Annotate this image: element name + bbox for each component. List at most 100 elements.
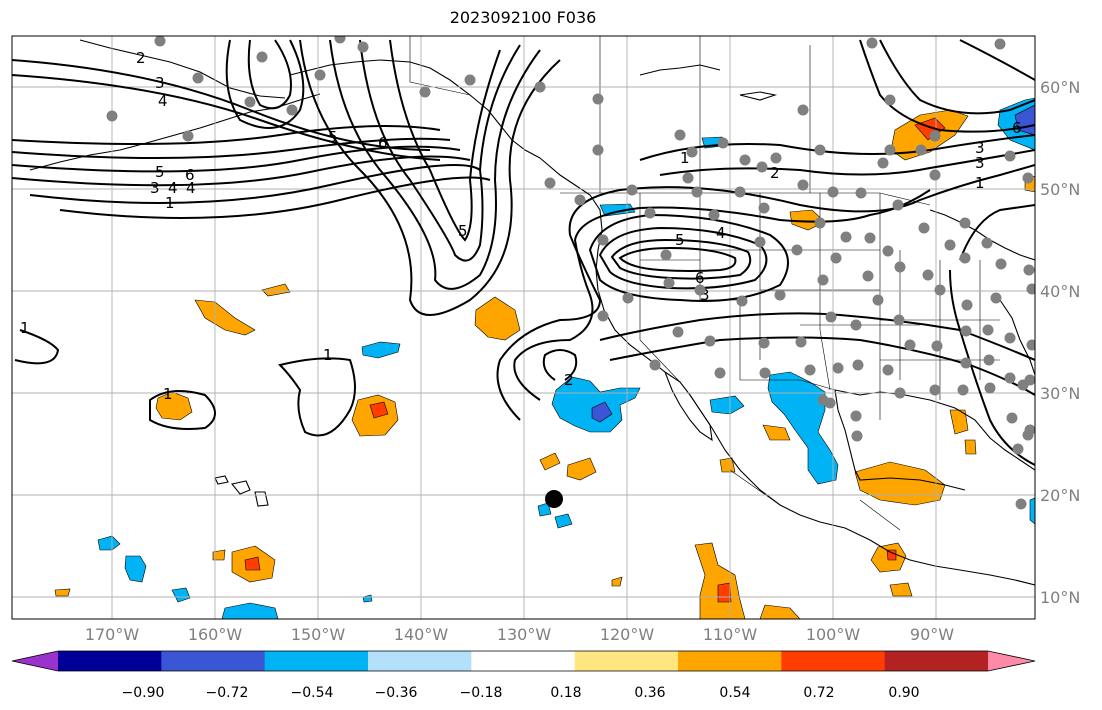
colorbar-tick-label: −0.90 — [122, 685, 165, 701]
station-dot — [686, 146, 698, 158]
colorbar-segment — [781, 651, 886, 671]
station-dot — [959, 217, 971, 229]
station-dot — [622, 292, 634, 304]
station-dot — [314, 69, 326, 81]
map-title: 2023092100 F036 — [449, 8, 597, 27]
colorbar-segment — [368, 651, 472, 671]
station-dot — [758, 337, 770, 349]
contour-label: 4 — [186, 179, 196, 197]
station-dot — [534, 81, 546, 93]
lon-tick-label: 110°W — [703, 625, 758, 644]
station-dot — [626, 184, 638, 196]
station-dot — [832, 362, 844, 374]
station-dot — [597, 234, 609, 246]
station-dot — [672, 326, 684, 338]
station-dot — [770, 152, 782, 164]
station-dot — [894, 261, 906, 273]
contour-label: 6 — [695, 269, 705, 287]
station-dot — [774, 289, 786, 301]
colorbar-tick-label: 0.54 — [719, 685, 750, 701]
station-dot — [739, 154, 751, 166]
contour-label-group: 2 3 4 5 6 3 4 4 1 5 6 5 1 1 1 2 1 2 5 4 … — [20, 49, 1022, 403]
station-dot — [864, 232, 876, 244]
station-markers — [106, 36, 1035, 510]
station-dot — [1017, 379, 1029, 391]
station-dot — [825, 311, 837, 323]
station-dot — [804, 364, 816, 376]
contour-label: 4 — [158, 92, 168, 110]
station-dot — [922, 269, 934, 281]
contour-label: 5 — [155, 163, 165, 181]
station-dot — [882, 364, 894, 376]
contour-label: 1 — [975, 174, 985, 192]
station-dot — [1004, 332, 1016, 344]
colorbar-segment — [471, 651, 576, 671]
station-dot — [1015, 498, 1027, 510]
lat-tick-label: 50°N — [1040, 180, 1080, 199]
contour-label: 2 — [770, 164, 780, 182]
contour-label: 3 — [700, 286, 710, 304]
station-dot — [852, 359, 864, 371]
station-dot — [892, 199, 904, 211]
lat-tick-label: 40°N — [1040, 282, 1080, 301]
station-dot — [791, 244, 803, 256]
station-dot — [1022, 429, 1034, 441]
longitude-axis: 170°W 160°W 150°W 140°W 130°W 120°W 110°… — [85, 625, 954, 644]
station-dot — [934, 284, 946, 296]
station-dot — [840, 231, 852, 243]
station-dot — [929, 130, 941, 142]
station-dot — [544, 177, 556, 189]
contour-label: 1 — [20, 319, 30, 337]
station-dot — [830, 252, 842, 264]
contour-label: 5 — [458, 222, 468, 240]
lat-tick-label: 10°N — [1040, 588, 1080, 607]
station-dot — [877, 157, 889, 169]
contour-label: 6 — [1012, 119, 1022, 137]
contour-label: 2 — [564, 371, 574, 389]
map-frame — [11, 35, 1036, 620]
colorbar — [11, 650, 1036, 672]
station-dot — [754, 236, 766, 248]
station-dot — [855, 187, 867, 199]
contour-label: 1 — [323, 346, 333, 364]
station-dot — [694, 284, 706, 296]
station-dot — [814, 144, 826, 156]
contour-label: 4 — [168, 179, 178, 197]
colorbar-outline — [11, 650, 1036, 672]
station-dot — [734, 186, 746, 198]
station-dot — [882, 245, 894, 257]
station-dot — [918, 222, 930, 234]
station-dot — [1022, 172, 1034, 184]
station-dot — [334, 36, 346, 44]
colorbar-segment — [574, 651, 679, 671]
station-dot — [1004, 372, 1016, 384]
colorbar-tick-label: −0.54 — [291, 685, 334, 701]
station-dot — [106, 110, 118, 122]
station-dot — [797, 179, 809, 191]
station-dot — [995, 258, 1007, 270]
station-dot — [663, 277, 675, 289]
colorbar-tick-label: −0.36 — [375, 685, 418, 701]
station-dot — [592, 144, 604, 156]
station-dot — [872, 294, 884, 306]
station-dot — [850, 410, 862, 422]
colorbar-segment — [678, 651, 782, 671]
station-dot — [1004, 150, 1016, 162]
station-dot — [929, 384, 941, 396]
station-dot — [817, 274, 829, 286]
map-area — [12, 36, 1035, 619]
contour-label: 6 — [378, 134, 388, 152]
contour-label: 5 — [328, 128, 338, 146]
contour-label: 5 — [675, 231, 685, 249]
station-dot — [256, 51, 268, 63]
station-dot — [894, 387, 906, 399]
station-dot — [866, 37, 878, 49]
station-dot — [759, 367, 771, 379]
colorbar-labels: −0.90 −0.72 −0.54 −0.36 −0.18 0.18 0.36 … — [122, 685, 920, 701]
lat-tick-label: 20°N — [1040, 486, 1080, 505]
contour-label: 3 — [975, 154, 985, 172]
station-dot — [1006, 412, 1018, 424]
station-dot — [795, 336, 807, 348]
contour-label: 3 — [975, 139, 985, 157]
